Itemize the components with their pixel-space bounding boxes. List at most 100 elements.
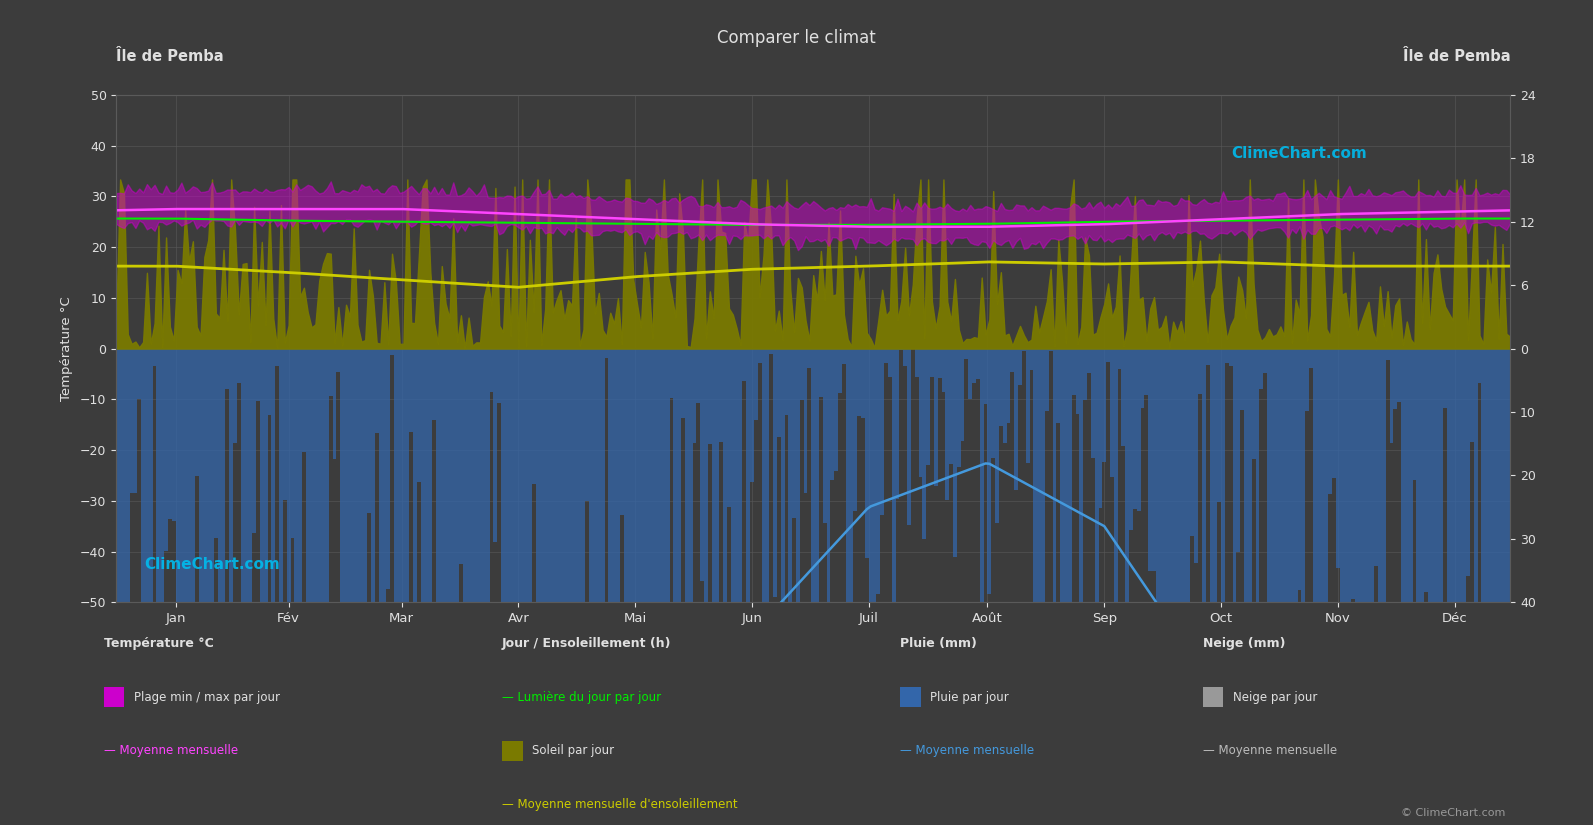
Bar <box>655 348 658 727</box>
Bar <box>123 348 126 825</box>
Bar <box>371 348 374 825</box>
Bar <box>1340 348 1343 825</box>
Bar <box>210 348 213 825</box>
Bar <box>1182 348 1187 825</box>
Bar <box>930 348 933 376</box>
Bar <box>873 348 876 701</box>
Bar <box>532 348 535 484</box>
Bar <box>726 348 731 507</box>
Text: Pluie par jour: Pluie par jour <box>930 691 1008 704</box>
Bar <box>800 348 803 400</box>
Bar <box>991 348 996 459</box>
Bar <box>527 348 532 788</box>
Bar <box>723 348 726 799</box>
Bar <box>854 348 857 511</box>
Bar <box>803 348 808 493</box>
Bar <box>570 348 573 825</box>
Bar <box>328 348 333 395</box>
Bar <box>597 348 601 825</box>
Bar <box>1083 348 1086 399</box>
Text: Température °C: Température °C <box>104 637 213 650</box>
Bar <box>1091 348 1094 458</box>
Bar <box>271 348 276 695</box>
Bar <box>792 348 796 518</box>
Bar <box>1305 348 1309 411</box>
Bar <box>914 348 919 377</box>
Bar <box>1023 348 1026 351</box>
Bar <box>1157 348 1160 619</box>
Bar <box>390 348 393 355</box>
Bar <box>769 348 773 355</box>
Bar <box>677 348 682 825</box>
Text: Comparer le climat: Comparer le climat <box>717 29 876 47</box>
Bar <box>417 348 421 482</box>
Bar <box>1389 348 1394 443</box>
Bar <box>1466 348 1470 577</box>
Bar <box>475 348 478 825</box>
Bar <box>922 348 926 539</box>
Bar <box>153 348 156 366</box>
Bar <box>1462 348 1466 825</box>
Bar <box>784 348 789 415</box>
Bar <box>1446 348 1451 825</box>
Bar <box>612 348 616 825</box>
Bar <box>167 348 172 519</box>
Text: Pluie (mm): Pluie (mm) <box>900 637 977 650</box>
Bar <box>636 348 639 825</box>
Bar <box>1397 348 1400 402</box>
Bar <box>1048 348 1053 351</box>
Bar <box>884 348 887 363</box>
Bar <box>1271 348 1274 703</box>
Bar <box>1198 348 1201 394</box>
Bar <box>988 348 991 594</box>
Bar <box>199 348 202 642</box>
Bar <box>816 348 819 688</box>
Bar <box>1478 348 1481 383</box>
Bar <box>808 348 811 368</box>
Bar <box>669 348 674 398</box>
Bar <box>1252 348 1255 460</box>
Bar <box>543 348 546 825</box>
Bar <box>256 348 260 401</box>
Bar <box>1029 348 1034 370</box>
Bar <box>1356 348 1359 825</box>
Bar <box>352 348 355 825</box>
Bar <box>1214 348 1217 705</box>
Bar <box>1195 348 1198 563</box>
Bar <box>1301 348 1305 790</box>
Bar <box>276 348 279 366</box>
Bar <box>919 348 922 478</box>
Bar <box>1018 348 1023 385</box>
Bar <box>663 348 666 816</box>
Bar <box>398 348 401 825</box>
Bar <box>868 348 873 717</box>
Bar <box>551 348 554 825</box>
Bar <box>631 348 636 825</box>
Bar <box>1037 348 1042 687</box>
Bar <box>620 348 624 516</box>
Bar <box>1026 348 1029 463</box>
Bar <box>903 348 906 365</box>
Bar <box>746 348 750 825</box>
Bar <box>1359 348 1362 825</box>
Bar <box>1470 348 1474 442</box>
Bar <box>1056 348 1061 423</box>
Bar <box>926 348 930 464</box>
Bar <box>456 348 459 825</box>
Bar <box>941 348 945 392</box>
Bar <box>317 348 322 825</box>
Bar <box>202 348 205 736</box>
Bar <box>137 348 142 399</box>
Bar <box>425 348 429 825</box>
Bar <box>341 348 344 776</box>
Bar <box>1064 348 1067 793</box>
Bar <box>1313 348 1317 825</box>
Bar <box>701 348 704 581</box>
Bar <box>126 348 129 825</box>
Bar <box>1042 348 1045 620</box>
Bar <box>516 348 521 825</box>
Bar <box>1152 348 1157 571</box>
Bar <box>969 348 972 399</box>
Bar <box>1010 348 1015 373</box>
Bar <box>237 348 241 383</box>
